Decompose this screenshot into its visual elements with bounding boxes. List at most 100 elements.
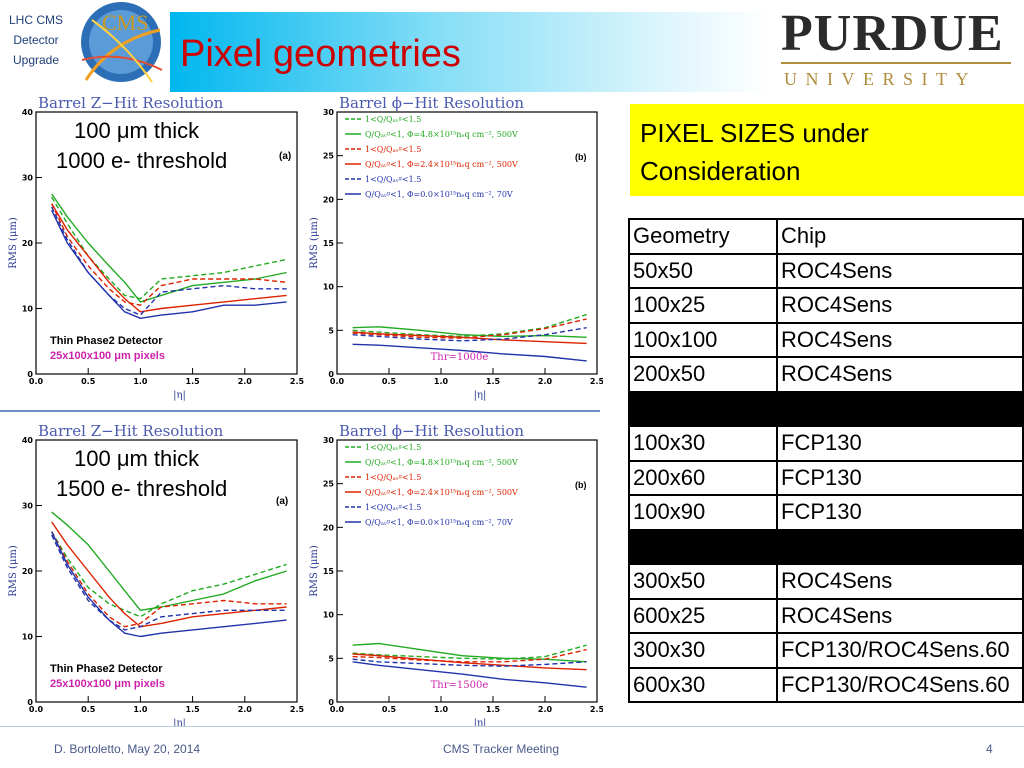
geometry-table: Geometry Chip 50x50 ROC4Sens 100x25 ROC4Sen… <box>628 218 1024 703</box>
x-tick-label: 2.0 <box>538 705 553 714</box>
table-cell-geometry: 200x60 <box>628 459 778 496</box>
x-tick-label: 0.0 <box>29 377 44 386</box>
y-tick-label: 0 <box>328 698 334 707</box>
legend-entry: Q/Qₐᵥᵍ<1, Φ=4.8×10¹⁵nₑq cm⁻², 500V <box>365 458 518 467</box>
purdue-logo: PURDUE UNIVERSITY <box>776 0 1024 92</box>
overlay-thickness: 100 μm thick <box>74 446 200 471</box>
table-row: 100x90 FCP130 <box>628 494 1024 531</box>
x-tick-label: 0.5 <box>81 377 96 386</box>
plot-tag: (a) <box>276 496 288 507</box>
x-axis-label: |η| <box>474 718 487 726</box>
table-cell-chip: FCP130 <box>776 494 1024 531</box>
y-axis-label: RMS (μm) <box>8 545 19 597</box>
pixel-sizes-callout: PIXEL SIZES under Consideration <box>630 104 1024 196</box>
page-title: Pixel geometries <box>180 33 461 75</box>
overlay-threshold: 1000 e- threshold <box>56 148 227 173</box>
series-line <box>352 343 587 362</box>
table-row <box>628 390 1024 427</box>
header-left-label: LHC CMS Detector Upgrade <box>0 0 72 90</box>
x-tick-label: 0.0 <box>29 705 44 714</box>
header-left-line: Upgrade <box>12 53 60 67</box>
plot-title: Barrel ϕ−Hit Resolution <box>339 94 524 112</box>
table-cell-geometry <box>628 390 778 427</box>
plot-phi-hit-1500e: Barrel ϕ−Hit Resolution 0 5 10 15 20 25 30 0.0 0.… <box>305 416 603 726</box>
y-tick-label: 30 <box>22 502 34 511</box>
footer-rule <box>0 726 1024 727</box>
legend-entry: 1<Q/Qₐᵥᵍ<1.5 <box>365 175 421 184</box>
y-tick-label: 5 <box>328 326 334 335</box>
y-tick-label: 15 <box>323 567 335 576</box>
x-tick-label: 1.5 <box>186 705 201 714</box>
legend-entry: 1<Q/Qₐᵥᵍ<1.5 <box>365 115 421 124</box>
y-tick-label: 10 <box>323 283 335 292</box>
table-header-geometry: Geometry <box>628 218 778 255</box>
x-tick-label: 0.5 <box>382 705 397 714</box>
x-tick-label: 1.5 <box>186 377 201 386</box>
y-tick-label: 30 <box>323 108 335 117</box>
y-tick-label: 40 <box>22 436 34 445</box>
series-line <box>352 318 587 339</box>
x-tick-label: 1.5 <box>486 705 501 714</box>
plot-frame <box>35 111 298 375</box>
plot-tag: (a) <box>279 151 291 162</box>
series-line <box>51 531 287 628</box>
x-tick-label: 0.0 <box>330 377 345 386</box>
legend-entry: Q/Qₐᵥᵍ<1, Φ=2.4×10¹⁵nₑq cm⁻², 500V <box>365 160 518 169</box>
x-axis-label: |η| <box>474 390 487 401</box>
y-axis-label: RMS (μm) <box>309 545 320 597</box>
table-cell-chip <box>776 390 1024 427</box>
series-line <box>352 327 587 342</box>
table-cell-geometry: 100x90 <box>628 494 778 531</box>
table-cell-chip: ROC4Sens <box>776 252 1024 289</box>
x-tick-label: 2.0 <box>238 377 253 386</box>
table-cell-geometry: 300x50 <box>628 563 778 600</box>
y-tick-label: 25 <box>323 480 335 489</box>
series-line <box>51 209 287 320</box>
header-left-line: Detector <box>13 33 59 47</box>
table-row: 300x50 ROC4Sens <box>628 563 1024 600</box>
legend-entry: 1<Q/Qₐᵥᵍ<1.5 <box>365 443 421 452</box>
series-line <box>51 534 287 631</box>
x-tick-label: 1.0 <box>434 705 449 714</box>
x-axis-label: |η| <box>173 390 186 401</box>
table-cell-chip <box>776 528 1024 565</box>
plot-title: Barrel Z−Hit Resolution <box>38 94 224 112</box>
legend-entry: 1<Q/Qₐᵥᵍ<1.5 <box>365 473 421 482</box>
legend-entry: 1<Q/Qₐᵥᵍ<1.5 <box>365 145 421 154</box>
table-row: 600x25 ROC4Sens <box>628 597 1024 634</box>
y-tick-label: 30 <box>323 436 335 445</box>
table-cell-chip: FCP130/ROC4Sens.60 <box>776 666 1024 703</box>
y-tick-label: 10 <box>323 611 335 620</box>
y-tick-label: 10 <box>22 305 34 314</box>
table-cell-geometry: 50x50 <box>628 252 778 289</box>
y-axis-label: RMS (μm) <box>309 217 320 269</box>
plot-threshold-label: Thr=1500e <box>431 680 489 691</box>
x-tick-label: 1.5 <box>486 377 501 386</box>
series-line <box>51 203 287 313</box>
series-line <box>352 313 587 338</box>
x-tick-label: 0.5 <box>81 705 96 714</box>
table-row <box>628 528 1024 565</box>
series-line <box>352 661 587 688</box>
x-tick-label: 0.0 <box>330 705 345 714</box>
y-axis-label: RMS (μm) <box>8 217 19 269</box>
y-tick-label: 30 <box>22 174 34 183</box>
table-cell-geometry: 100x30 <box>628 425 778 462</box>
table-cell-chip: ROC4Sens <box>776 287 1024 324</box>
table-cell-chip: ROC4Sens <box>776 563 1024 600</box>
plot-z-hit-1500e: Barrel Z−Hit Resolution 0 10 20 30 40 0.0 0.5 1.… <box>0 416 305 726</box>
table-row: 300x30 FCP130/ROC4Sens.60 <box>628 632 1024 669</box>
plot-note-detector: Thin Phase2 Detector <box>50 335 163 347</box>
plot-divider <box>0 410 600 412</box>
cms-logo-text: CMS <box>102 10 148 35</box>
y-tick-label: 20 <box>22 239 34 248</box>
y-tick-label: 20 <box>323 195 335 204</box>
table-cell-geometry: 600x30 <box>628 666 778 703</box>
y-tick-label: 10 <box>22 633 34 642</box>
table-row: 50x50 ROC4Sens <box>628 252 1024 289</box>
title-band <box>170 12 770 92</box>
y-tick-label: 5 <box>328 654 334 663</box>
y-tick-label: 20 <box>22 567 34 576</box>
table-cell-chip: ROC4Sens <box>776 321 1024 358</box>
